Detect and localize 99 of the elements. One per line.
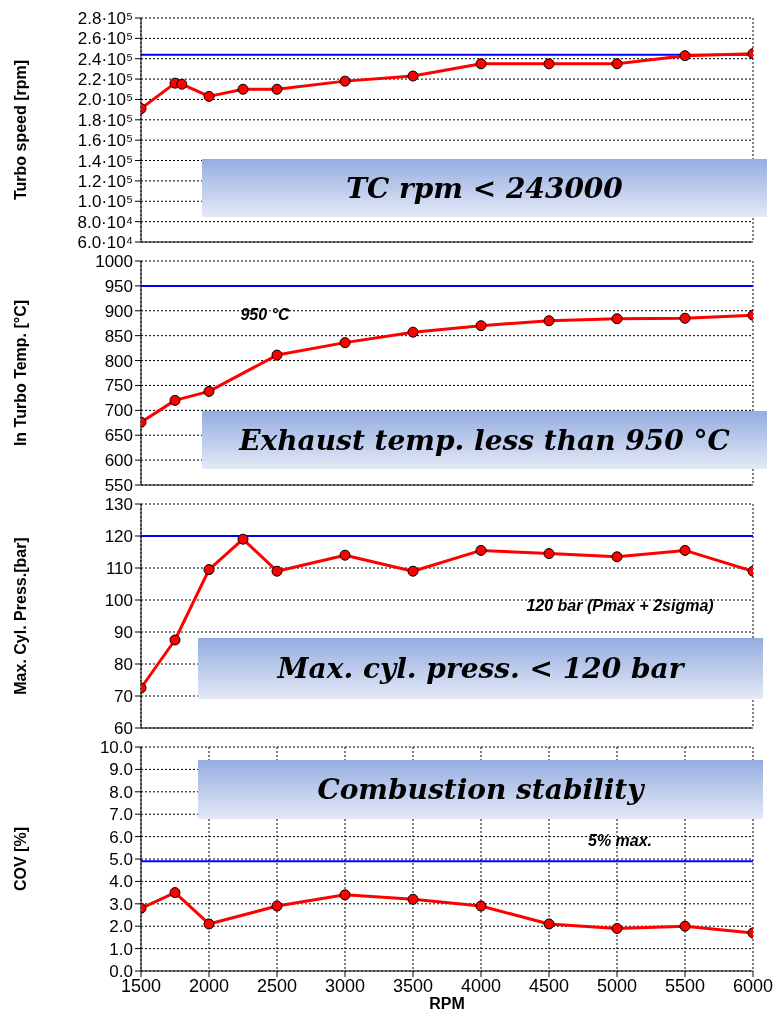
y-tick-label: 10.0 (99, 738, 133, 758)
y-tick-label: 1.2·10⁵ (77, 171, 133, 191)
point (169, 394, 181, 406)
point (407, 893, 419, 905)
y-tick-label: 900 (104, 301, 133, 321)
point (271, 900, 283, 912)
y-tick-label: 9.0 (109, 760, 133, 780)
y-tick-label: 2.8·10⁵ (77, 9, 133, 29)
y-tick-label: 2.4·10⁵ (77, 49, 133, 69)
annotation: Exhaust temp. less than 950 °C (239, 423, 730, 457)
y-tick-label: 130 (104, 495, 133, 515)
y-tick-label: 2.0·10⁵ (77, 90, 133, 110)
y-axis-title: In Turbo Temp. [°C] (11, 299, 29, 447)
point (237, 533, 249, 545)
x-tick-label: 2000 (188, 975, 230, 996)
y-axis-title: COV [%] (11, 827, 29, 891)
annotation: Combustion stability (317, 773, 644, 807)
y-tick-label: 7.0 (109, 805, 133, 825)
point (679, 312, 691, 324)
point (203, 385, 215, 397)
point (679, 544, 691, 556)
point (203, 564, 215, 576)
point (339, 889, 351, 901)
point (543, 58, 555, 70)
y-tick-label: 5.0 (109, 850, 133, 870)
annotation: 5% max. (587, 832, 653, 850)
x-tick-label: 5500 (664, 975, 706, 996)
point (679, 50, 691, 62)
y-tick-label: 650 (104, 426, 133, 446)
point (543, 918, 555, 930)
y-tick-label: 800 (104, 351, 133, 371)
point (475, 900, 487, 912)
y-tick-label: 1.0 (109, 939, 133, 959)
point (543, 315, 555, 327)
x-tick-label: 5000 (596, 975, 638, 996)
y-tick-label: 80 (114, 655, 133, 675)
y-tick-label: 110 (105, 559, 133, 579)
x-tick-label: 2500 (256, 975, 298, 996)
point (611, 922, 623, 934)
y-axis-title: Turbo speed [rpm] (11, 59, 29, 201)
annotation: TC rpm < 243000 (346, 171, 623, 205)
point (407, 565, 419, 577)
y-tick-label: 750 (104, 376, 133, 396)
point (271, 349, 283, 361)
y-tick-label: 850 (104, 326, 133, 346)
y-tick-label: 2.0 (109, 917, 133, 937)
y-tick-label: 120 (104, 527, 133, 547)
point (176, 78, 188, 90)
point (237, 83, 249, 95)
point (339, 337, 351, 349)
point (611, 58, 623, 70)
x-tick-label: 4000 (460, 975, 502, 996)
point (339, 549, 351, 561)
y-tick-label: 550 (104, 476, 133, 496)
x-tick-label: 4500 (528, 975, 570, 996)
y-tick-label: 6.0 (109, 827, 133, 847)
x-tick-label: 6000 (732, 975, 774, 996)
point (543, 548, 555, 560)
point (475, 320, 487, 332)
y-axis-title: Max. Cyl. Press.[bar] (11, 537, 29, 695)
y-tick-label: 1000 (95, 252, 133, 272)
point (679, 920, 691, 932)
y-tick-label: 60 (114, 719, 133, 739)
x-axis-title: RPM (429, 995, 465, 1012)
y-tick-label: 8.0 (109, 782, 133, 802)
point (169, 887, 181, 899)
point (169, 634, 181, 646)
y-tick-label: 3.0 (109, 894, 133, 914)
y-tick-label: 1.8·10⁵ (77, 110, 133, 130)
y-tick-label: 700 (104, 401, 133, 421)
annotation: Max. cyl. press. < 120 bar (277, 652, 684, 686)
y-tick-label: 100 (104, 591, 133, 611)
y-tick-label: 90 (114, 623, 133, 643)
y-tick-label: 600 (104, 451, 133, 471)
point (203, 90, 215, 102)
point (271, 565, 283, 577)
point (611, 313, 623, 325)
y-tick-label: 1.6·10⁵ (77, 131, 133, 151)
y-tick-label: 4.0 (109, 872, 133, 892)
y-tick-label: 70 (114, 687, 133, 707)
x-tick-label: 3500 (392, 975, 434, 996)
point (203, 918, 215, 930)
point (271, 83, 283, 95)
point (407, 70, 419, 82)
y-tick-label: 2.2·10⁵ (77, 70, 133, 90)
y-tick-label: 950 (104, 276, 133, 296)
point (339, 75, 351, 87)
annotation: 120 bar (Pmax + 2sigma) (526, 596, 714, 614)
y-tick-label: 8.0·10⁴ (77, 212, 133, 232)
y-tick-label: 2.6·10⁵ (77, 29, 133, 49)
y-tick-label: 6.0·10⁴ (77, 233, 133, 253)
y-tick-label: 1.0·10⁵ (77, 192, 133, 212)
point (407, 326, 419, 338)
annotation: 950 °C (240, 305, 290, 323)
point (611, 551, 623, 563)
x-tick-label: 3000 (324, 975, 366, 996)
point (475, 544, 487, 556)
point (475, 58, 487, 70)
y-tick-label: 1.4·10⁵ (77, 151, 133, 171)
